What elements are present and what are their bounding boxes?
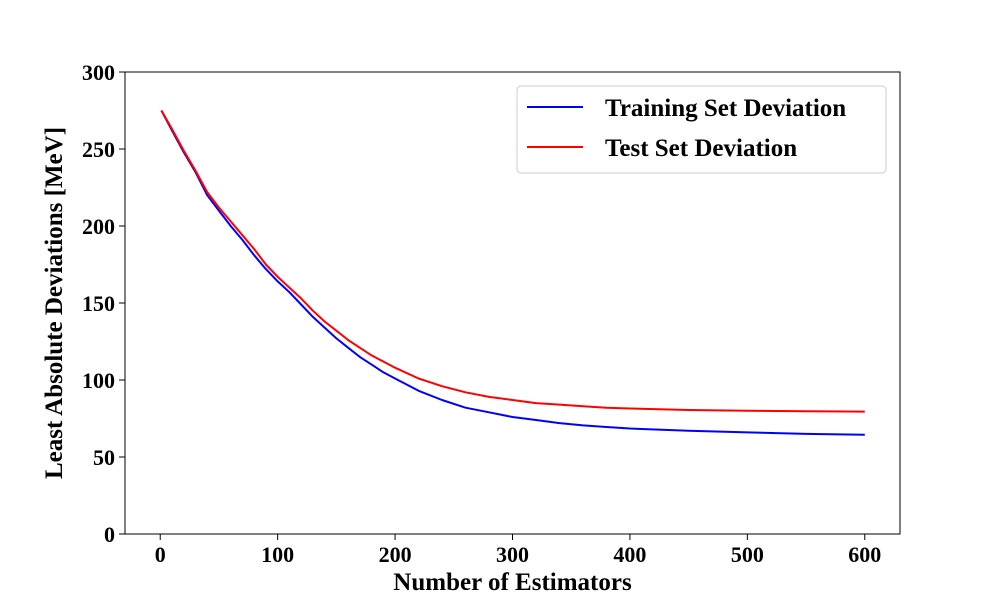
y-tick-label: 0 (104, 522, 115, 547)
y-tick-label: 50 (93, 445, 115, 470)
y-tick-label: 300 (82, 60, 115, 85)
legend: Training Set Deviation Test Set Deviation (516, 85, 887, 174)
y-tick-label: 250 (82, 137, 115, 162)
y-tick-label: 100 (82, 368, 115, 393)
x-tick-label: 600 (848, 542, 881, 567)
y-tick-label: 150 (82, 291, 115, 316)
series-line-1 (160, 110, 865, 436)
plot-area (160, 110, 865, 436)
x-tick-label: 400 (613, 542, 646, 567)
x-tick-label: 200 (379, 542, 412, 567)
x-tick-label: 100 (261, 542, 294, 567)
legend-label-2: Test Set Deviation (605, 135, 797, 162)
x-tick-label: 500 (731, 542, 764, 567)
legend-box (516, 85, 887, 174)
x-axis-label: Number of Estimators (393, 569, 632, 596)
series-line-2 (160, 110, 865, 413)
legend-label-1: Training Set Deviation (605, 95, 846, 122)
y-axis-label: Least Absolute Deviations [MeV] (41, 127, 68, 479)
x-tick-label: 300 (496, 542, 529, 567)
x-tick-label: 0 (155, 542, 166, 567)
axes: 0 100 200 300 400 500 600 0 50 100 150 200 250 300 (82, 60, 901, 567)
y-tick-label: 200 (82, 214, 115, 239)
